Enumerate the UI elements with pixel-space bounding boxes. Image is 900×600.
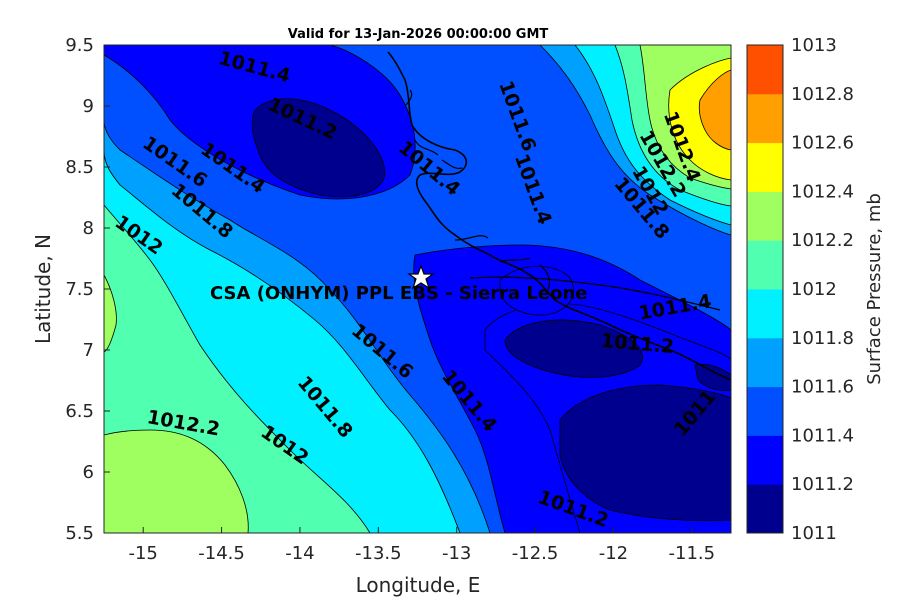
y-tick-label: 7 — [83, 340, 94, 361]
contour-fill-1011-center — [504, 319, 643, 378]
colorbar: 1013 1012.8 1012.6 1012.4 1012.2 1012 1011.8 10… — [746, 35, 854, 544]
y-tick-label: 7.5 — [65, 279, 94, 300]
colorbar-swatch — [747, 240, 783, 290]
x-tick-label: -13.5 — [355, 543, 402, 564]
colorbar-tick-label: 1011.4 — [791, 425, 854, 446]
star-icon — [407, 264, 435, 290]
contour-fill-1011.2-coast — [499, 265, 574, 316]
colorbar-tick-label: 1011 — [791, 523, 837, 544]
x-axis-label: Longitude, E — [356, 573, 481, 597]
site-label: CSA (ONHYM) PPL EBS - Sierra Leone — [210, 283, 587, 304]
colorbar-tick-label: 1011.6 — [791, 377, 854, 398]
colorbar-frame — [746, 44, 784, 534]
x-tick-label: -12 — [599, 543, 628, 564]
x-tick-label: -14 — [285, 543, 314, 564]
border-line — [469, 276, 721, 311]
contour-fill-1011-nw — [251, 98, 386, 198]
colorbar-tick-label: 1012.2 — [791, 230, 854, 251]
colorbar-swatch — [747, 289, 783, 339]
y-tick-label: 9.5 — [65, 35, 94, 56]
y-tick-label: 9 — [83, 96, 94, 117]
colorbar-swatch — [747, 337, 783, 388]
colorbar-swatch — [747, 435, 783, 485]
contour-plot-area: 1011.41011.21011.61011.41011.810121011.4… — [104, 45, 731, 533]
colorbar-swatch — [747, 386, 783, 436]
colorbar-tick-label: 1011.2 — [791, 474, 854, 495]
y-tick-label: 5.5 — [65, 523, 94, 544]
colorbar-swatch — [747, 93, 783, 144]
colorbar-swatch — [747, 191, 783, 241]
colorbar-swatch — [747, 45, 783, 95]
site-marker — [407, 264, 435, 290]
contour-fill-1012.6 — [698, 69, 731, 151]
coastline-detail — [405, 89, 551, 291]
colorbar-tick-label: 1012.6 — [791, 133, 854, 154]
y-tick-label: 8.5 — [65, 157, 94, 178]
x-tick-label: -12.5 — [512, 543, 559, 564]
x-tick-label: -15 — [128, 543, 157, 564]
x-tick-label: -14.5 — [198, 543, 245, 564]
colorbar-tick-label: 1012 — [791, 279, 837, 300]
colorbar-label: Surface Pressure, mb — [864, 193, 885, 385]
colorbar-swatch — [747, 142, 783, 192]
colorbar-tick-label: 1012.8 — [791, 84, 854, 105]
y-axis-label: Latitude, N — [31, 234, 55, 344]
contour-fill-1012.2-sw — [104, 429, 249, 533]
colorbar-swatch — [747, 484, 783, 534]
y-axis-ticks: 9.5 9 8.5 8 7.5 7 6.5 6 5.5 — [65, 35, 110, 544]
y-tick-label: 6 — [83, 462, 94, 483]
colorbar-tick-label: 1011.8 — [791, 328, 854, 349]
x-tick-label: -13 — [442, 543, 471, 564]
map-title: Valid for 13-Jan-2026 00:00:00 GMT — [288, 27, 549, 42]
coastline — [387, 51, 731, 381]
y-tick-label: 6.5 — [65, 401, 94, 422]
y-tick-label: 8 — [83, 218, 94, 239]
colorbar-tick-label: 1012.4 — [791, 181, 854, 202]
x-axis-ticks: -15 -14.5 -14 -13.5 -13 -12.5 -12 -11.5 — [128, 527, 715, 564]
contour-fill-1011-east — [694, 363, 731, 391]
x-tick-label: -11.5 — [669, 543, 716, 564]
colorbar-tick-label: 1013 — [791, 35, 837, 56]
